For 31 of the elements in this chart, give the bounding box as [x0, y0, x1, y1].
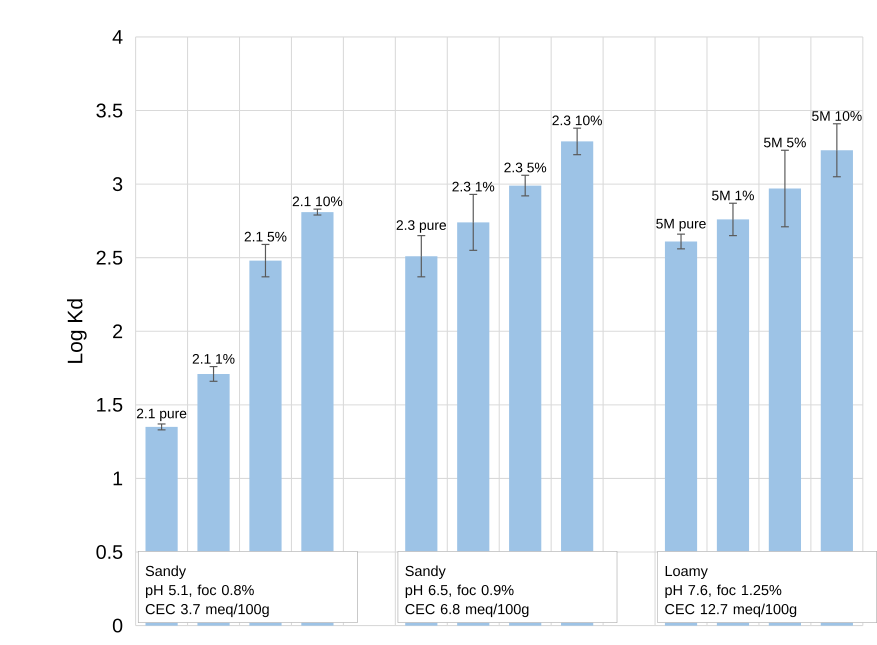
y-tick-label: 2.5 — [96, 250, 122, 264]
y-tick-label: 1.5 — [97, 398, 122, 412]
x-tick-label: 2.1 5% — [244, 232, 286, 242]
annotation: CEC 3.7 meq/100g — [146, 603, 269, 617]
x-tick-label: 2.1 1% — [192, 354, 235, 364]
annotation: pH 7.6, foc 1.25% — [665, 584, 782, 598]
x-tick-label: 2.3 10% — [552, 115, 602, 126]
x-tick-label: 2.1 10% — [292, 196, 342, 206]
annotation: pH 6.5, foc 0.9% — [406, 584, 514, 598]
x-tick-label: 5M 5% — [764, 137, 806, 148]
y-tick-label: 3.5 — [96, 103, 122, 118]
x-tick-label: 2.3 1% — [452, 182, 494, 192]
y-tick-label: 4 — [112, 30, 123, 44]
y-tick-label: 1 — [114, 471, 122, 486]
annotation: pH 5.1, foc 0.8% — [146, 584, 254, 598]
x-tick-label: 5M pure — [656, 218, 706, 232]
annotation: CEC 12.7 meq/100g — [665, 603, 796, 617]
y-tick-label: 3 — [112, 176, 122, 191]
x-tick-label: 5M 1% — [712, 190, 754, 200]
x-tick-label: 5M 10% — [812, 110, 862, 121]
x-tick-label: 2.1 pure — [136, 408, 186, 421]
annotation: CEC 6.8 meq/100g — [406, 603, 528, 617]
annotation: Loamy — [666, 566, 708, 579]
y-tick-label: 2 — [113, 324, 122, 338]
x-tick-label: 2.3 pure — [396, 220, 446, 233]
y-tick-label: 0.5 — [96, 544, 122, 559]
annotation: Sandy — [146, 565, 186, 579]
y-tick-label: 0 — [112, 618, 122, 632]
x-tick-label: 2.3 5% — [504, 162, 546, 172]
y-axis-title: Log Kd — [67, 299, 87, 363]
annotation: Sandy — [405, 565, 446, 579]
